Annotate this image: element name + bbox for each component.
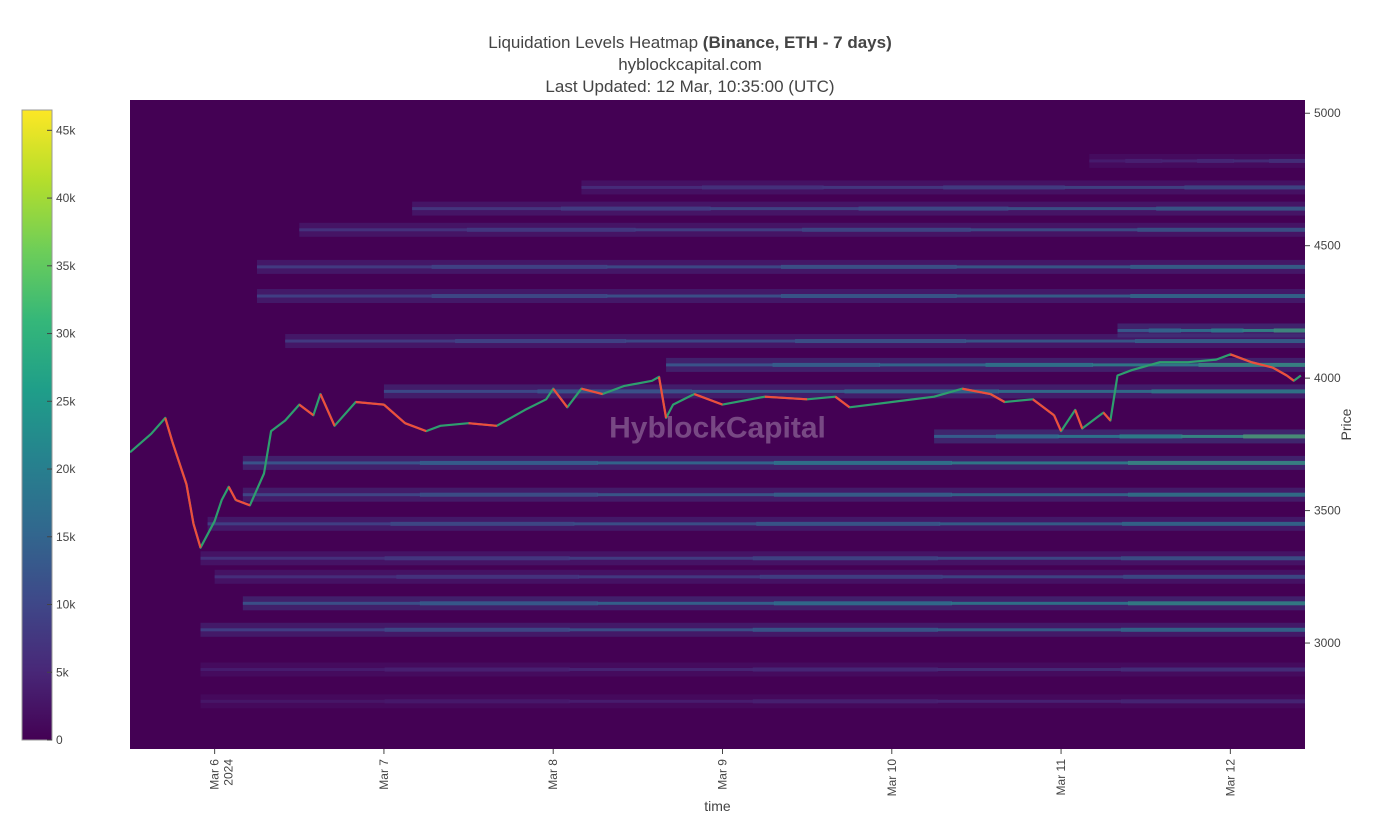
colorbar-tick-label: 0 [56,733,63,747]
colorbar-tick-label: 20k [56,462,76,476]
x-tick-label: Mar 9 [715,759,729,790]
price-segment-down [989,393,1006,403]
y-tick-label: 3000 [1314,636,1341,650]
y-tick-label: 4500 [1314,239,1341,253]
colorbar-tick-label: 40k [56,191,76,205]
liquidation-band [214,569,1305,584]
liquidation-band [412,201,1305,216]
y-tick-label: 5000 [1314,106,1341,120]
liquidation-band [242,487,1305,502]
x-tick-label: Mar 11 [1054,759,1068,796]
colorbar-tick-label: 30k [56,327,76,341]
colorbar: 0 5k 10k 15k 20k 25k 30k 35k 40k 45k [21,109,76,747]
price-segment-down [1272,366,1288,377]
watermark: HyblockCapital [609,411,826,444]
chart-title-block: Liquidation Levels Heatmap (Binance, ETH… [0,32,1380,98]
price-segment-down [962,387,991,396]
price-segment-down [185,483,195,525]
price-segment-down [235,498,251,507]
liquidation-band [242,455,1305,470]
liquidation-band [1117,323,1305,338]
liquidation-band [383,384,1305,399]
colorbar-tick-label: 35k [56,259,76,273]
chart-title-main: Liquidation Levels Heatmap [488,33,699,52]
plot-area: HyblockCapital [130,100,1305,749]
price-segment-down [581,387,603,396]
y-tick-label: 4000 [1314,371,1341,385]
liquidation-band [200,622,1305,637]
liquidation-band [207,516,1305,531]
price-segment-down [319,393,336,427]
price-segment-down [1102,411,1112,422]
colorbar-gradient [21,109,53,741]
price-segment-down [192,523,202,548]
liquidation-band [666,357,1305,372]
price-segment-down [355,400,385,406]
price-segment-down [693,393,723,406]
price-segment-down [764,395,808,401]
x-axis-label: time [704,798,731,814]
price-segment-down [1053,414,1063,432]
liquidation-band [200,662,1305,677]
axes: 3000 3500 4000 4500 5000 Price Mar 6 2024 Mar 7 M… [208,106,1354,814]
price-segment-down [383,403,406,425]
price-segment-down [1286,374,1295,382]
chart-title: Liquidation Levels Heatmap (Binance, ETH… [0,32,1380,54]
price-segment-down [1229,353,1252,364]
x-tick-label: Mar 8 [546,759,560,790]
price-segment-down [1032,398,1055,417]
liquidation-band [581,180,1305,195]
price-segment-down [171,441,188,485]
price-segment-down [1074,409,1084,429]
colorbar-tick-label: 45k [56,123,76,137]
x-tick-label: Mar 10 [885,759,899,797]
liquidation-band [242,596,1305,611]
liquidation-band [299,222,1305,237]
liquidation-band [285,334,1305,349]
price-segment-down [164,417,174,443]
chart-updated: Last Updated: 12 Mar, 10:35:00 (UTC) [545,77,835,96]
price-segment-down [834,395,851,409]
price-segment-down [227,486,237,501]
x-tick-label: Mar 6 [208,759,222,790]
y-axis-label: Price [1338,408,1354,440]
chart-title-bold: (Binance, ETH - 7 days) [702,33,892,52]
price-segment-down [404,422,427,433]
colorbar-tick-label: 15k [56,530,76,544]
liquidation-band [934,429,1305,444]
colorbar-tick-label: 10k [56,598,76,612]
colorbar-tick-label: 5k [56,665,70,679]
price-segment-down [1251,361,1273,369]
liquidation-band [1089,153,1305,168]
x-tick-label: Mar 7 [377,759,391,790]
chart-source: hyblockcapital.com [618,55,762,74]
price-segment-down [552,388,569,408]
price-segment-down [468,422,497,427]
y-tick-label: 3500 [1314,504,1341,518]
x-tick-label: Mar 12 [1223,759,1237,797]
liquidation-band [256,259,1305,274]
colorbar-tick-label: 25k [56,394,76,408]
price-segment-down [298,403,315,417]
price-segment-down [657,376,668,419]
liquidation-band [200,551,1305,566]
liquidation-band [256,289,1305,304]
x-tick-sublabel: 2024 [222,759,236,786]
liquidation-band [200,694,1305,709]
